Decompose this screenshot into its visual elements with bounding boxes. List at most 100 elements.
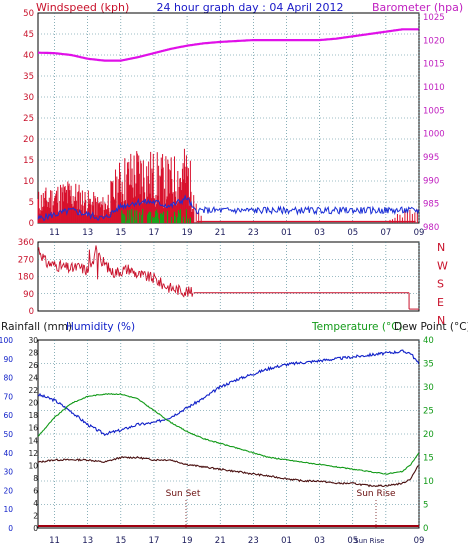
thermo-time-tick-label: 03 xyxy=(314,536,325,546)
rain-tick-label: 8 xyxy=(33,474,38,483)
pressure-tick-label: 1005 xyxy=(423,106,445,116)
wind-time-tick-label: 03 xyxy=(314,228,325,238)
pressure-tick-label: 990 xyxy=(423,176,439,186)
windspeed-title: Windspeed (kph) xyxy=(36,1,129,14)
dewpoint-label: Dew Point (°C) xyxy=(394,321,468,333)
wind-speed-tick-label: 20 xyxy=(23,135,34,145)
thermo-time-tick-label: Sun Rise xyxy=(354,537,384,545)
humidity-tick-label: 20 xyxy=(3,486,13,495)
rain-tick-label: 20 xyxy=(28,399,38,408)
rain-tick-label: 30 xyxy=(28,336,38,345)
rain-tick-label: 2 xyxy=(33,511,38,520)
temperature-tick-label: 25 xyxy=(423,407,434,417)
direction-tick-label: 180 xyxy=(18,273,34,283)
wind-time-tick-label: 09 xyxy=(414,228,425,238)
wind-time-tick-label: 19 xyxy=(182,228,193,238)
wind-time-tick-label: 11 xyxy=(49,228,60,238)
sunset-label: Sun Set xyxy=(166,489,201,499)
thermo-time-tick-label: 11 xyxy=(49,536,60,546)
rain-tick-label: 14 xyxy=(28,436,38,445)
temperature-tick-label: 10 xyxy=(423,477,434,487)
sunrise-label: Sun Rise xyxy=(357,489,396,499)
rain-tick-label: 24 xyxy=(28,374,38,383)
average-speed-line xyxy=(37,194,420,222)
thermo-time-tick-label: 23 xyxy=(248,536,259,546)
temperature-tick-label: 40 xyxy=(423,336,434,346)
wind-speed-tick-label: 30 xyxy=(23,93,34,103)
humidity-tick-label: 0 xyxy=(8,524,13,533)
wind-time-tick-label: 01 xyxy=(281,228,292,238)
wind-time-tick-label: 17 xyxy=(149,228,160,238)
direction-tick-label: 360 xyxy=(18,238,34,248)
pressure-tick-label: 1020 xyxy=(423,36,445,46)
temperature-line xyxy=(37,392,420,475)
thermo-time-tick-label: 17 xyxy=(149,536,160,546)
compass-label: N xyxy=(437,241,445,254)
thermo-time-tick-label: 19 xyxy=(182,536,193,546)
humidity-tick-label: 50 xyxy=(3,430,13,439)
wind-time-tick-label: 15 xyxy=(115,228,126,238)
compass-label: E xyxy=(437,296,444,309)
temperature-tick-label: 5 xyxy=(423,501,428,511)
rain-tick-label: 16 xyxy=(28,424,38,433)
temperature-tick-label: 30 xyxy=(423,383,434,393)
temperature-tick-label: 35 xyxy=(423,360,434,370)
pressure-tick-label: 1010 xyxy=(423,83,445,93)
rain-tick-label: 22 xyxy=(28,386,38,395)
thermo-time-tick-label: 13 xyxy=(82,536,93,546)
compass-label: S xyxy=(437,278,444,291)
wind-speed-tick-label: 10 xyxy=(23,177,34,187)
humidity-tick-label: 10 xyxy=(3,505,13,514)
humidity-tick-label: 80 xyxy=(3,374,13,383)
pressure-tick-label: 1025 xyxy=(423,13,445,23)
humidity-tick-label: 60 xyxy=(3,411,13,420)
humidity-tick-label: 90 xyxy=(3,355,13,364)
wind-speed-tick-label: 5 xyxy=(29,198,34,208)
rain-tick-label: 4 xyxy=(33,499,38,508)
wind-speed-tick-label: 45 xyxy=(23,30,34,40)
pressure-tick-label: 1015 xyxy=(423,60,445,70)
temperature-label: Temperature (°C) xyxy=(311,321,403,333)
direction-tick-label: 90 xyxy=(23,290,34,300)
wind-time-tick-label: 13 xyxy=(82,228,93,238)
wind-direction-trace xyxy=(37,245,194,298)
thermo-time-tick-label: 05 xyxy=(347,536,358,546)
dewpoint-line xyxy=(37,455,419,488)
wind-time-tick-label: 05 xyxy=(347,228,358,238)
wind-speed-tick-label: 50 xyxy=(23,9,34,19)
wind-speed-tick-label: 15 xyxy=(23,156,34,166)
rain-tick-label: 12 xyxy=(28,449,38,458)
direction-tick-label: 270 xyxy=(18,255,34,265)
thermo-time-tick-label: 21 xyxy=(215,536,226,546)
thermo-time-tick-label: 09 xyxy=(414,536,425,546)
humidity-tick-label: 30 xyxy=(3,468,13,477)
wind-time-tick-label: 23 xyxy=(248,228,259,238)
humidity-line xyxy=(37,349,420,436)
pressure-tick-label: 995 xyxy=(423,153,439,163)
pressure-tick-label: 1000 xyxy=(423,130,445,140)
humidity-tick-label: 70 xyxy=(3,392,13,401)
barometer-title: Barometer (hpa) xyxy=(372,1,463,14)
humidity-tick-label: 40 xyxy=(3,449,13,458)
rain-tick-label: 18 xyxy=(28,411,38,420)
wind-speed-tick-label: 0 xyxy=(29,219,34,229)
wind-time-tick-label: 07 xyxy=(380,228,391,238)
chart-title: 24 hour graph day : 04 April 2012 xyxy=(157,1,344,14)
pressure-tick-label: 980 xyxy=(423,223,439,233)
rainfall-label: Rainfall (mm) xyxy=(1,321,72,333)
rain-tick-label: 28 xyxy=(28,349,38,358)
humidity-tick-label: 100 xyxy=(0,336,13,345)
direction-tick-label: 0 xyxy=(29,307,34,317)
temperature-tick-label: 15 xyxy=(423,454,434,464)
wind-speed-tick-label: 35 xyxy=(23,72,34,82)
humidity-label: Humidity (%) xyxy=(66,321,135,333)
barometer-line xyxy=(38,28,419,62)
pressure-tick-label: 985 xyxy=(423,200,439,210)
wind-speed-tick-label: 25 xyxy=(23,114,34,124)
wind-time-tick-label: 21 xyxy=(215,228,226,238)
temperature-tick-label: 20 xyxy=(423,430,434,440)
thermo-time-tick-label: 01 xyxy=(281,536,292,546)
thermo-time-tick-label: 15 xyxy=(115,536,126,546)
compass-label: W xyxy=(437,259,448,272)
